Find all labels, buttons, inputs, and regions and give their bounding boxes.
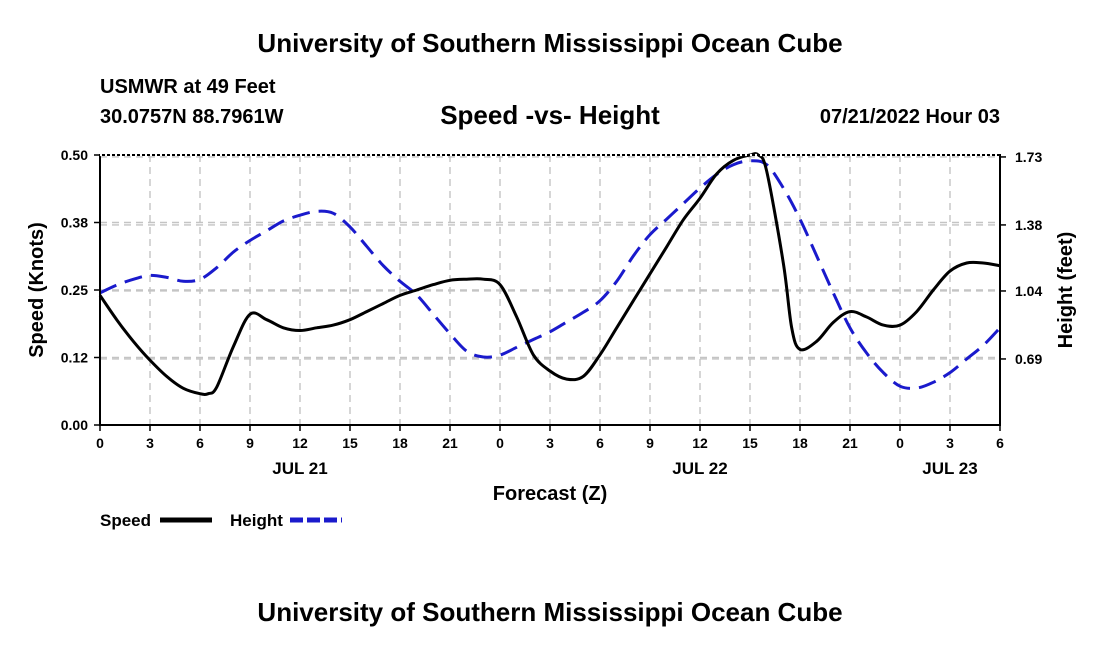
axes: 0 3 6 9 12 15 18 21 0 3 6 9 12 15 18 21 0 3 6 0.00 0.12 0.25 0… [61, 147, 1043, 478]
x-tick-label: 3 [946, 435, 954, 451]
y2-tick-label: 1.73 [1015, 149, 1042, 165]
x-tick-label: 0 [496, 435, 504, 451]
y2-tick-label: 1.04 [1015, 283, 1042, 299]
x-tick-label: 0 [896, 435, 904, 451]
y2-axis-title: Height (feet) [1055, 232, 1077, 349]
date-label: JUL 23 [922, 459, 977, 478]
chart-title: University of Southern Mississippi Ocean… [257, 28, 843, 58]
y-tick-label: 0.50 [61, 147, 88, 163]
y-axis-title: Speed (Knots) [26, 222, 48, 358]
legend-label-speed: Speed [100, 511, 151, 530]
y-tick-label: 0.38 [61, 215, 88, 231]
x-tick-label: 21 [842, 435, 858, 451]
x-tick-label: 15 [742, 435, 758, 451]
x-tick-label: 6 [996, 435, 1004, 451]
x-tick-label: 12 [692, 435, 708, 451]
height-series-line [99, 159, 1002, 390]
y-tick-label: 0.00 [61, 417, 88, 433]
y2-tick-label: 0.69 [1015, 351, 1042, 367]
x-tick-label: 6 [196, 435, 204, 451]
x-tick-label: 18 [392, 435, 408, 451]
x-axis-title: Forecast (Z) [493, 483, 607, 505]
x-tick-label: 12 [292, 435, 308, 451]
x-tick-label: 15 [342, 435, 358, 451]
x-tick-label: 3 [546, 435, 554, 451]
date-label: JUL 22 [672, 459, 727, 478]
x-tick-label: 3 [146, 435, 154, 451]
chart-subtitle: Speed -vs- Height [440, 100, 660, 130]
date-label: JUL 21 [272, 459, 327, 478]
x-tick-label: 9 [246, 435, 254, 451]
y-tick-label: 0.25 [61, 282, 88, 298]
footer-title: University of Southern Mississippi Ocean… [257, 597, 843, 627]
x-tick-label: 0 [96, 435, 104, 451]
station-label: USMWR at 49 Feet [100, 76, 276, 98]
station-coordinates: 30.0757N 88.7961W [100, 106, 284, 128]
legend: Speed Height [100, 511, 342, 530]
y-tick-label: 0.12 [61, 350, 88, 366]
speed-series-line [98, 152, 1001, 396]
x-tick-label: 21 [442, 435, 458, 451]
forecast-datetime: 07/21/2022 Hour 03 [819, 106, 1000, 128]
x-tick-label: 6 [596, 435, 604, 451]
x-tick-label: 9 [646, 435, 654, 451]
series-layer [98, 152, 1002, 396]
legend-label-height: Height [230, 511, 283, 530]
x-tick-label: 18 [792, 435, 808, 451]
grid-lines [100, 155, 1000, 425]
y2-tick-label: 1.38 [1015, 217, 1042, 233]
